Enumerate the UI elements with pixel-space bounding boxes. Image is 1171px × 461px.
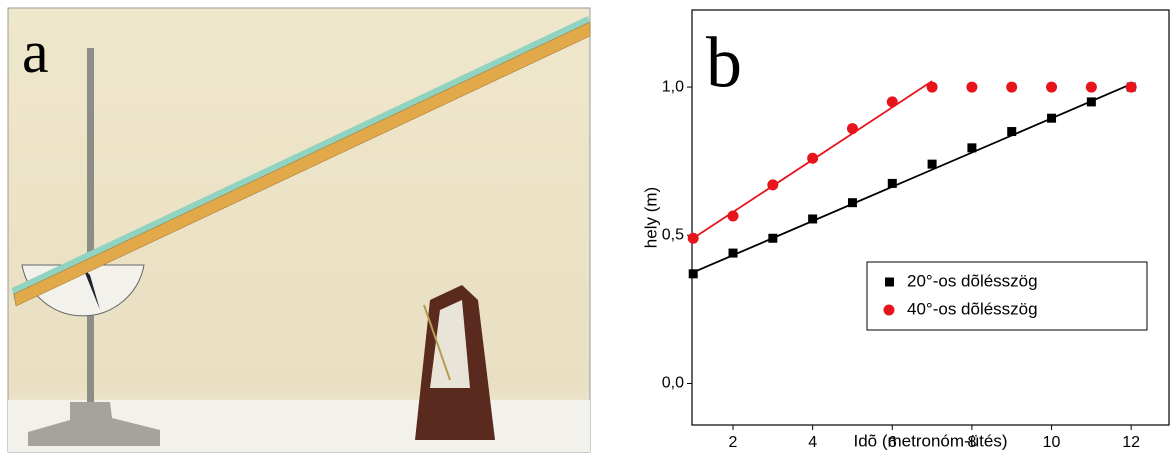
data-point	[1125, 81, 1137, 93]
y-tick-label: 0,5	[662, 227, 684, 244]
legend-marker	[883, 304, 895, 316]
data-point	[687, 232, 699, 244]
x-tick-label: 10	[1043, 434, 1061, 451]
data-point	[808, 214, 818, 224]
ruler	[13, 21, 591, 307]
data-point	[887, 178, 897, 188]
metronome-pendulum	[423, 304, 451, 381]
photo-background	[7, 7, 591, 453]
data-point	[967, 143, 977, 153]
data-point	[768, 233, 778, 243]
stand-base	[28, 402, 160, 446]
data-point	[1007, 127, 1017, 137]
data-point	[926, 81, 938, 93]
data-point	[807, 152, 819, 164]
metronome-scale	[430, 300, 470, 388]
stand-pole	[87, 48, 94, 420]
fit-line	[692, 83, 1132, 274]
panel-label: a	[22, 19, 49, 85]
legend-box	[866, 261, 1148, 331]
data-point	[847, 198, 857, 208]
x-tick-label: 2	[729, 434, 738, 451]
data-point	[966, 81, 978, 93]
y-tick-label: 1,0	[662, 78, 684, 95]
legend: 20°-os dõlésszög 40°-os dõlésszög	[866, 261, 1148, 331]
photo: a	[7, 7, 591, 453]
protractor-needle	[83, 268, 100, 310]
plot-frame	[691, 9, 1170, 426]
chart: b	[706, 23, 742, 103]
legend-marker	[885, 277, 894, 287]
data-point	[927, 159, 937, 169]
x-axis-label: Idõ (metronóm-ütés)	[854, 431, 1008, 450]
legend-label: 40°-os dõlésszög	[907, 299, 1038, 318]
legend-label: 20°-os dõlésszög	[907, 271, 1038, 290]
x-tick-label: 8	[967, 434, 976, 451]
data-point	[688, 269, 698, 279]
data-point	[1006, 81, 1018, 93]
data-point	[767, 179, 779, 191]
data-point	[1046, 81, 1058, 93]
x-tick-label: 4	[808, 434, 817, 451]
y-axis-label: hely (m)	[641, 187, 660, 248]
x-tick-label: 12	[1122, 434, 1140, 451]
y-tick-label: 0,0	[662, 375, 684, 392]
panel-label: b	[706, 23, 742, 103]
data-point	[1085, 81, 1097, 93]
x-tick-label: 6	[888, 434, 897, 451]
data-point	[1086, 97, 1096, 107]
data-point	[727, 210, 739, 222]
data-point	[846, 123, 858, 135]
data-point	[1047, 113, 1057, 123]
data-point	[728, 248, 738, 258]
data-point	[886, 96, 898, 108]
